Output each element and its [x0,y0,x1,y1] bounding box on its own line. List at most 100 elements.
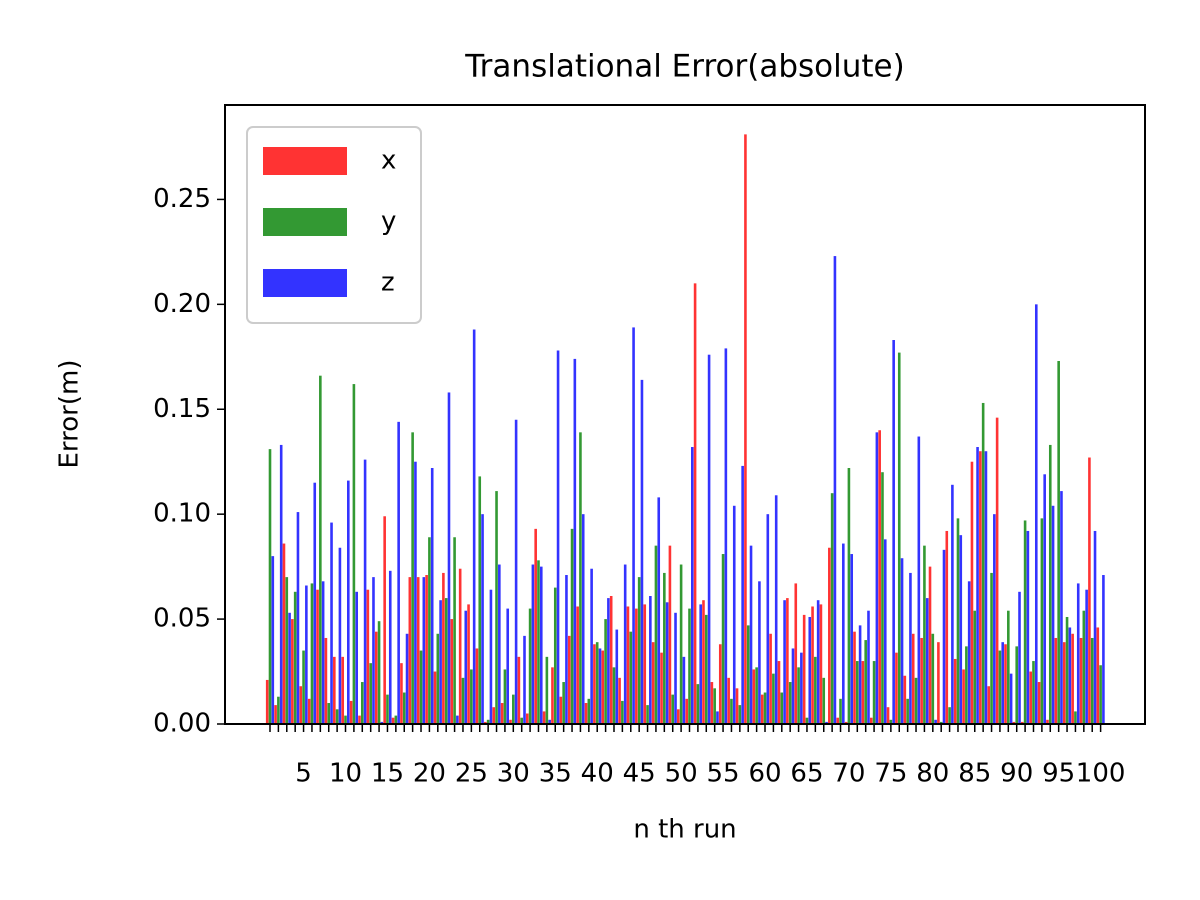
bar [791,648,795,724]
x-tick-label: 40 [581,759,614,789]
bar [551,667,554,724]
bar [372,577,375,724]
bar [335,709,339,724]
bar [691,447,694,724]
bar [1088,457,1091,724]
bar [461,677,465,724]
bar [584,703,588,724]
x-tick-label: 45 [623,759,656,789]
bar [319,375,322,724]
bar [699,604,702,724]
bar [587,698,591,724]
bar [296,512,300,724]
bar [869,717,873,724]
bar [355,591,358,724]
bar [397,421,400,724]
bar [970,461,974,724]
bar [503,669,507,724]
bar [819,604,823,724]
bar [1074,711,1077,724]
bar [665,602,669,724]
x-tick-label: 85 [958,759,991,789]
bar [299,686,303,724]
bar [509,719,512,724]
bar [402,692,406,724]
bar [967,581,971,724]
bar [1023,520,1027,724]
bar [484,721,487,724]
bar [663,572,666,724]
bar [612,667,616,724]
bar [444,598,448,724]
bar [534,528,537,724]
bar [942,549,946,724]
bar [853,631,856,724]
bar [506,608,510,724]
bar [405,633,409,724]
bar [637,577,641,724]
bar [1060,491,1063,724]
x-tick-label: 60 [748,759,781,789]
bar [937,642,940,724]
bar [682,656,686,724]
bar [498,564,501,724]
bar [688,608,691,724]
bar [783,600,786,724]
legend-swatch [263,208,347,236]
bar [774,495,778,724]
bar [976,447,979,724]
bar [523,635,526,724]
bar [794,583,798,724]
bar [458,568,462,724]
bar [749,545,753,724]
bar [618,677,621,724]
bar [310,583,314,724]
bar [472,329,476,724]
bar [1093,530,1097,724]
bar [1012,721,1016,724]
bar [598,648,602,724]
bar [674,612,677,724]
bar [333,656,336,724]
bar [777,661,781,724]
bar [671,694,675,724]
bar [525,713,529,724]
bar [604,619,607,724]
bar [839,698,842,724]
bar [861,661,865,724]
bar [685,698,688,724]
x-tick-label: 25 [455,759,488,789]
bar [744,134,747,724]
bar [800,652,803,724]
bar [400,663,403,724]
bar [1051,505,1055,724]
bar [693,283,697,724]
bar [360,682,364,724]
bar [428,537,431,724]
bar [833,256,837,724]
bar [489,589,493,724]
bar [979,451,982,724]
bar [707,354,711,724]
bar [324,637,328,724]
bar [867,610,870,724]
bar [847,468,851,724]
bar [758,581,761,724]
bar [842,543,845,724]
bar [425,575,428,724]
bar [467,604,470,724]
bar [897,352,901,724]
bar [981,402,985,724]
bar [316,589,319,724]
bar [1034,304,1038,724]
bar [1085,589,1088,724]
bar [414,461,417,724]
bar [590,568,593,724]
bar [1076,583,1080,724]
bar [741,465,744,724]
legend-swatch [263,147,347,175]
bar [1021,721,1024,724]
bar [677,709,680,724]
bar [453,537,456,724]
bar [1029,671,1032,724]
